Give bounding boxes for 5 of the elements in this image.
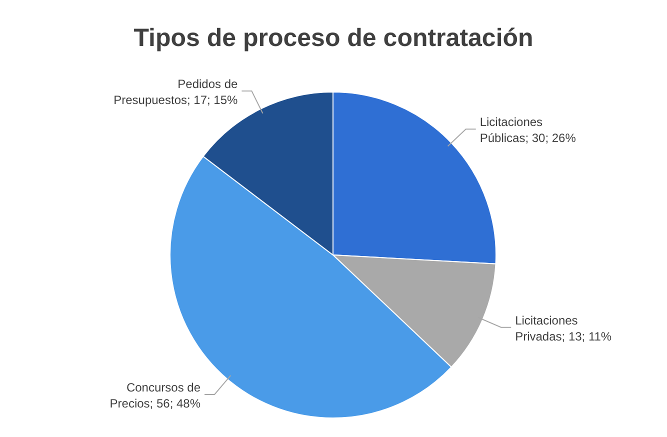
slice-label: Licitaciones Públicas; 30; 26% — [480, 115, 576, 146]
slice-label: Licitaciones Privadas; 13; 11% — [515, 313, 612, 344]
slice-label: Concursos de Precios; 56; 48% — [110, 380, 201, 410]
slice-label: Pedidos de Presupuestos; 17; 15% — [114, 77, 238, 108]
chart-title: Tipos de proceso de contratación — [134, 24, 534, 52]
